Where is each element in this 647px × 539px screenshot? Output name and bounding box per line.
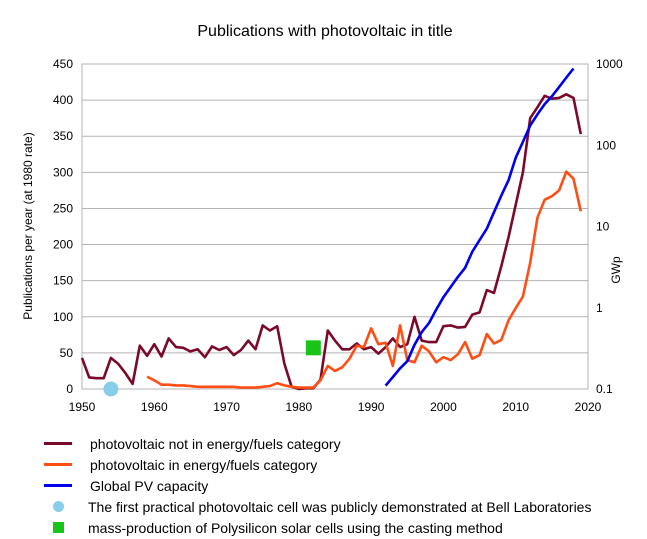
- y-tick-label: 300: [53, 165, 73, 179]
- legend-swatch-pv-capacity: [44, 484, 72, 487]
- x-tick-label: 1990: [358, 400, 385, 414]
- y-tick-label: 350: [53, 129, 73, 143]
- x-tick-label: 2000: [430, 400, 457, 414]
- legend-item-pv-capacity: Global PV capacity: [40, 475, 591, 496]
- y-axis-title: Publications per year (at 1980 rate): [21, 132, 35, 319]
- legend-label-pv-capacity: Global PV capacity: [90, 477, 209, 494]
- legend-swatch-not-energy: [44, 442, 72, 445]
- y-tick-label: 200: [53, 238, 73, 252]
- series-line-not-energy: [80, 93, 583, 391]
- legend-item-polysilicon: mass-production of Polysilicon solar cel…: [40, 517, 591, 538]
- marker-polysilicon: [305, 340, 321, 356]
- legend-item-not-energy: photovoltaic not in energy/fuels categor…: [40, 433, 591, 454]
- y-tick-label: 100: [53, 310, 73, 324]
- y2-tick-label: 0.1: [596, 382, 613, 396]
- y-tick-label: 450: [53, 57, 73, 71]
- legend-item-energy: photovoltaic in energy/fuels category: [40, 454, 591, 475]
- series-lines: [80, 67, 583, 391]
- x-tick-label: 1960: [141, 400, 168, 414]
- y-tick-labels: 0 50 100 150 200 250 300 350 400 450: [53, 57, 73, 396]
- y-tick-label: 0: [66, 382, 73, 396]
- x-tick-label: 2010: [502, 400, 529, 414]
- y-tick-label: 250: [53, 201, 73, 215]
- x-tick-label: 1970: [213, 400, 240, 414]
- x-tick-labels: 1950 1960 1970 1980 1990 2000 2010 2020: [69, 400, 602, 414]
- x-tick-label: 1950: [69, 400, 96, 414]
- legend-swatch-polysilicon: [53, 522, 64, 533]
- y-tick-label: 50: [60, 346, 74, 360]
- y2-tick-label: 1000: [596, 57, 623, 71]
- x-tick-label: 2020: [575, 400, 602, 414]
- legend-item-bell-labs: The first practical photovoltaic cell wa…: [40, 496, 591, 517]
- series-line-pv-capacity: [384, 67, 575, 387]
- legend-label-bell-labs: The first practical photovoltaic cell wa…: [88, 498, 592, 515]
- y2-tick-label: 10: [596, 220, 610, 234]
- y2-axis-title: GWp: [609, 256, 623, 284]
- chart-title: Publications with photovoltaic in title: [197, 23, 452, 40]
- legend-swatch-bell-labs: [53, 501, 64, 512]
- legend-label-energy: photovoltaic in energy/fuels category: [90, 456, 318, 473]
- legend-label-polysilicon: mass-production of Polysilicon solar cel…: [88, 519, 503, 536]
- legend-swatch-energy: [44, 463, 72, 466]
- legend-label-not-energy: photovoltaic not in energy/fuels categor…: [90, 435, 341, 452]
- y2-tick-label: 1: [596, 301, 603, 315]
- marker-bell-labs: [103, 381, 119, 397]
- series-line-energy: [146, 170, 583, 389]
- chart: Publications with photovoltaic in title …: [21, 23, 623, 414]
- plot-area: [81, 63, 589, 390]
- y2-tick-label: 100: [596, 138, 616, 152]
- y-tick-label: 150: [53, 274, 73, 288]
- legend: photovoltaic not in energy/fuels categor…: [40, 433, 591, 538]
- y2-tick-labels: 0.1 1 10 100 1000: [596, 57, 623, 396]
- x-tick-label: 1980: [286, 400, 313, 414]
- y-tick-label: 400: [53, 93, 73, 107]
- markers: [103, 340, 321, 397]
